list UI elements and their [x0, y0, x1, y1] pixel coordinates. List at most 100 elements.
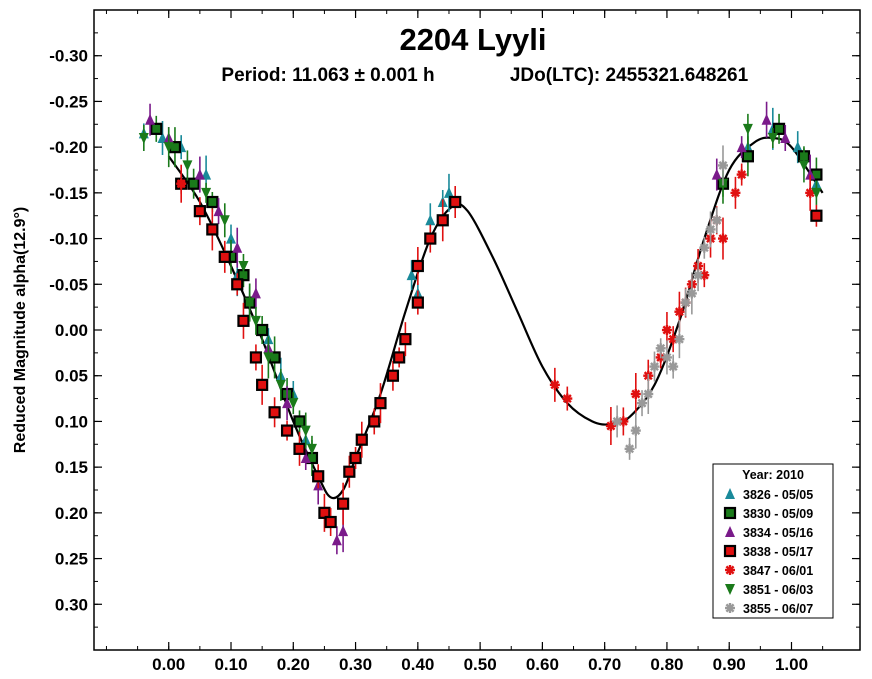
- y-tick-label: -0.10: [49, 230, 88, 249]
- legend-marker: [725, 584, 735, 595]
- y-tick-label: -0.20: [49, 138, 88, 157]
- data-point: [219, 215, 230, 227]
- data-point: [201, 187, 212, 199]
- data-point: [767, 133, 778, 144]
- data-point: [624, 443, 635, 454]
- legend-marker: [725, 565, 735, 575]
- x-tick-label: 0.20: [277, 655, 310, 674]
- data-point: [661, 325, 672, 335]
- series-7: [612, 145, 728, 460]
- data-point: [187, 177, 200, 190]
- data-points-layer: [138, 101, 823, 555]
- data-point: [705, 224, 716, 235]
- legend-marker: [723, 506, 737, 520]
- data-point: [805, 187, 816, 198]
- data-point: [293, 442, 306, 455]
- legend-marker: [723, 544, 737, 558]
- chart-subtitle-jd: JDo(LTC): 2455321.648261: [510, 65, 749, 86]
- data-point: [772, 122, 786, 135]
- y-tick-label: 0.05: [55, 367, 88, 386]
- data-point: [206, 195, 219, 209]
- data-point: [374, 397, 387, 410]
- data-point: [717, 160, 728, 171]
- data-point: [717, 233, 728, 244]
- data-point: [218, 250, 231, 263]
- y-tick-label: -0.05: [49, 275, 88, 294]
- series-4: [175, 164, 823, 536]
- legend-label: 3830 - 05/09: [743, 507, 813, 521]
- data-point: [150, 122, 163, 135]
- y-tick-label: -0.30: [49, 47, 88, 66]
- data-point: [331, 534, 342, 546]
- data-point: [449, 195, 462, 209]
- data-point: [312, 470, 325, 483]
- legend-label: 3855 - 06/07: [743, 602, 813, 616]
- x-tick-label: 0.60: [526, 655, 559, 674]
- y-tick-label: 0.20: [55, 504, 88, 523]
- data-point: [231, 278, 244, 291]
- y-tick-label: 0.25: [55, 550, 88, 569]
- legend-label: 3847 - 06/01: [743, 564, 813, 578]
- data-point: [792, 141, 803, 153]
- legend-marker: [725, 526, 735, 537]
- data-point: [338, 525, 349, 537]
- data-point: [630, 389, 641, 399]
- data-point: [661, 352, 672, 363]
- data-point: [300, 452, 311, 463]
- y-tick-label: -0.15: [49, 184, 88, 203]
- x-tick-label: 0.40: [401, 655, 434, 674]
- data-point: [386, 369, 400, 382]
- data-point: [368, 415, 381, 428]
- data-point: [612, 416, 623, 427]
- data-point: [213, 205, 224, 217]
- data-point: [355, 433, 368, 446]
- data-point: [549, 379, 560, 390]
- legend-label: 3851 - 06/03: [743, 583, 813, 597]
- data-point: [674, 334, 685, 345]
- data-point: [324, 515, 337, 529]
- legend-marker: [725, 488, 735, 499]
- legend: Year: 2010 3826 - 05/05 3830 - 05/09 3834 …: [712, 463, 834, 619]
- data-point: [711, 215, 722, 226]
- data-point: [337, 497, 350, 510]
- data-point: [293, 415, 306, 428]
- chart-subtitle-period: Period: 11.063 ± 0.001 h: [221, 65, 434, 86]
- data-point: [443, 186, 454, 198]
- x-tick-label: 1.00: [775, 655, 808, 674]
- data-point: [425, 214, 436, 226]
- data-point: [268, 406, 281, 419]
- data-point: [811, 187, 822, 199]
- data-point: [680, 297, 691, 308]
- data-point: [249, 351, 263, 364]
- data-point: [250, 315, 261, 327]
- data-point: [138, 133, 149, 144]
- data-point: [263, 352, 274, 364]
- legend-marker: [725, 603, 735, 613]
- data-point: [306, 443, 317, 455]
- data-point: [693, 270, 704, 281]
- data-point: [256, 323, 269, 337]
- data-point: [318, 506, 331, 519]
- data-point: [780, 132, 791, 143]
- x-tick-label: 0.90: [713, 655, 746, 674]
- data-point: [411, 296, 424, 309]
- x-tick-label: 0.30: [339, 655, 372, 674]
- data-point: [282, 397, 293, 409]
- data-point: [163, 142, 174, 154]
- data-point: [711, 168, 722, 180]
- data-point: [256, 378, 269, 391]
- data-point: [206, 223, 219, 236]
- y-tick-label: -0.25: [49, 92, 88, 111]
- series-3: [145, 101, 816, 555]
- y-axis-label: Reduced Magnitude alpha(12.9°): [12, 207, 29, 453]
- data-point: [176, 178, 187, 189]
- legend-label: 3826 - 05/05: [743, 488, 813, 502]
- data-point: [232, 241, 243, 253]
- data-point: [805, 168, 816, 180]
- data-point: [699, 242, 710, 253]
- data-point: [436, 214, 449, 227]
- data-point: [300, 425, 311, 437]
- x-tick-label: 0.70: [588, 655, 621, 674]
- data-point: [741, 150, 755, 163]
